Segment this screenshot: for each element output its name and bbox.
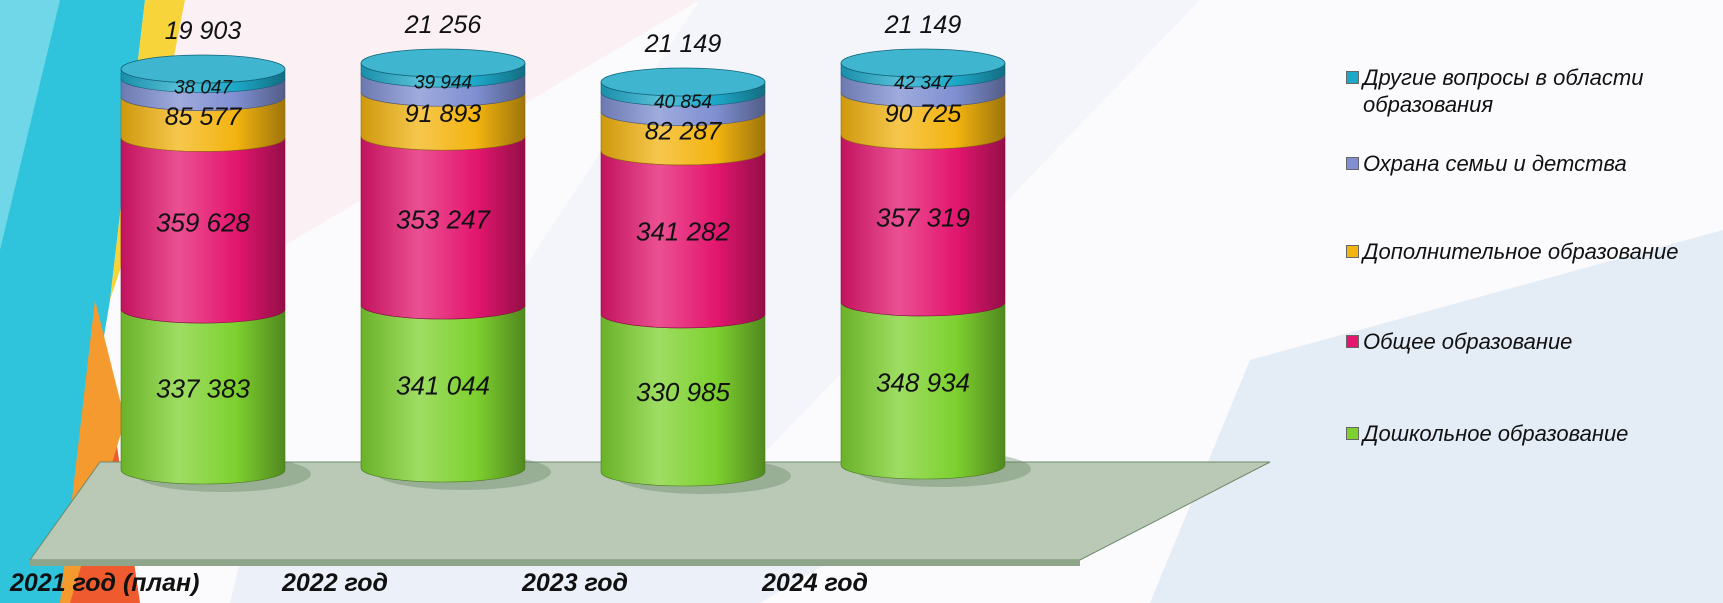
data-label: 21 149 [644,30,722,58]
bar-top-cap [120,54,286,84]
data-label: 341 044 [396,371,490,401]
data-label: 348 934 [876,367,970,397]
data-label: 40 854 [654,92,712,113]
data-label: 353 247 [396,205,492,235]
category-label: 2023 год [521,569,628,597]
legend-label: Дошкольное образование [1363,421,1629,446]
legend-item: Общее образование [1346,328,1572,355]
category-label: 2022 год [281,569,388,597]
chart-floor-edge [30,560,1080,566]
category-label: 2021 год (план) [9,569,199,597]
bar-stack: 330 985 341 282 82 287 40 854 21 149 [600,30,791,494]
bar-top-cap [360,48,526,78]
data-label: 357 319 [876,203,970,233]
data-label: 90 725 [885,100,962,128]
data-label: 39 944 [414,73,472,94]
bar-stack: 348 934 357 319 90 725 42 347 21 149 [840,11,1031,487]
bar-top-cap [600,67,766,97]
data-label: 337 383 [156,374,251,404]
legend-swatch [1346,157,1359,170]
data-label: 21 256 [404,11,482,39]
legend-swatch [1346,71,1359,84]
legend-item: Дополнительное образование [1346,238,1678,265]
legend-label: Общее образование [1363,329,1573,354]
legend-label: Другие вопросы в области образования [1363,65,1644,117]
data-label: 359 628 [156,207,251,237]
legend-swatch [1346,245,1359,258]
legend-swatch [1346,427,1359,440]
legend-label: Охрана семьи и детства [1363,151,1627,176]
bar-stack: 341 044 353 247 91 893 39 944 21 256 [360,11,551,490]
category-label: 2024 год [761,569,868,597]
data-label: 42 347 [894,73,954,94]
legend-item: Охрана семьи и детства [1346,150,1627,177]
data-label: 38 047 [174,78,234,99]
legend-label: Дополнительное образование [1363,239,1679,264]
data-label: 330 985 [636,377,731,407]
bar-top-cap [840,48,1006,78]
data-label: 82 287 [645,117,723,145]
legend-swatch [1346,335,1359,348]
data-label: 19 903 [165,17,242,45]
data-label: 91 893 [405,100,482,128]
data-label: 85 577 [165,103,243,131]
data-label: 21 149 [884,11,962,39]
legend-item: Другие вопросы в области образования [1346,64,1646,118]
data-label: 341 282 [636,216,731,246]
bar-stack: 337 383 359 628 85 577 38 047 19 903 [120,17,311,492]
legend-item: Дошкольное образование [1346,420,1628,447]
